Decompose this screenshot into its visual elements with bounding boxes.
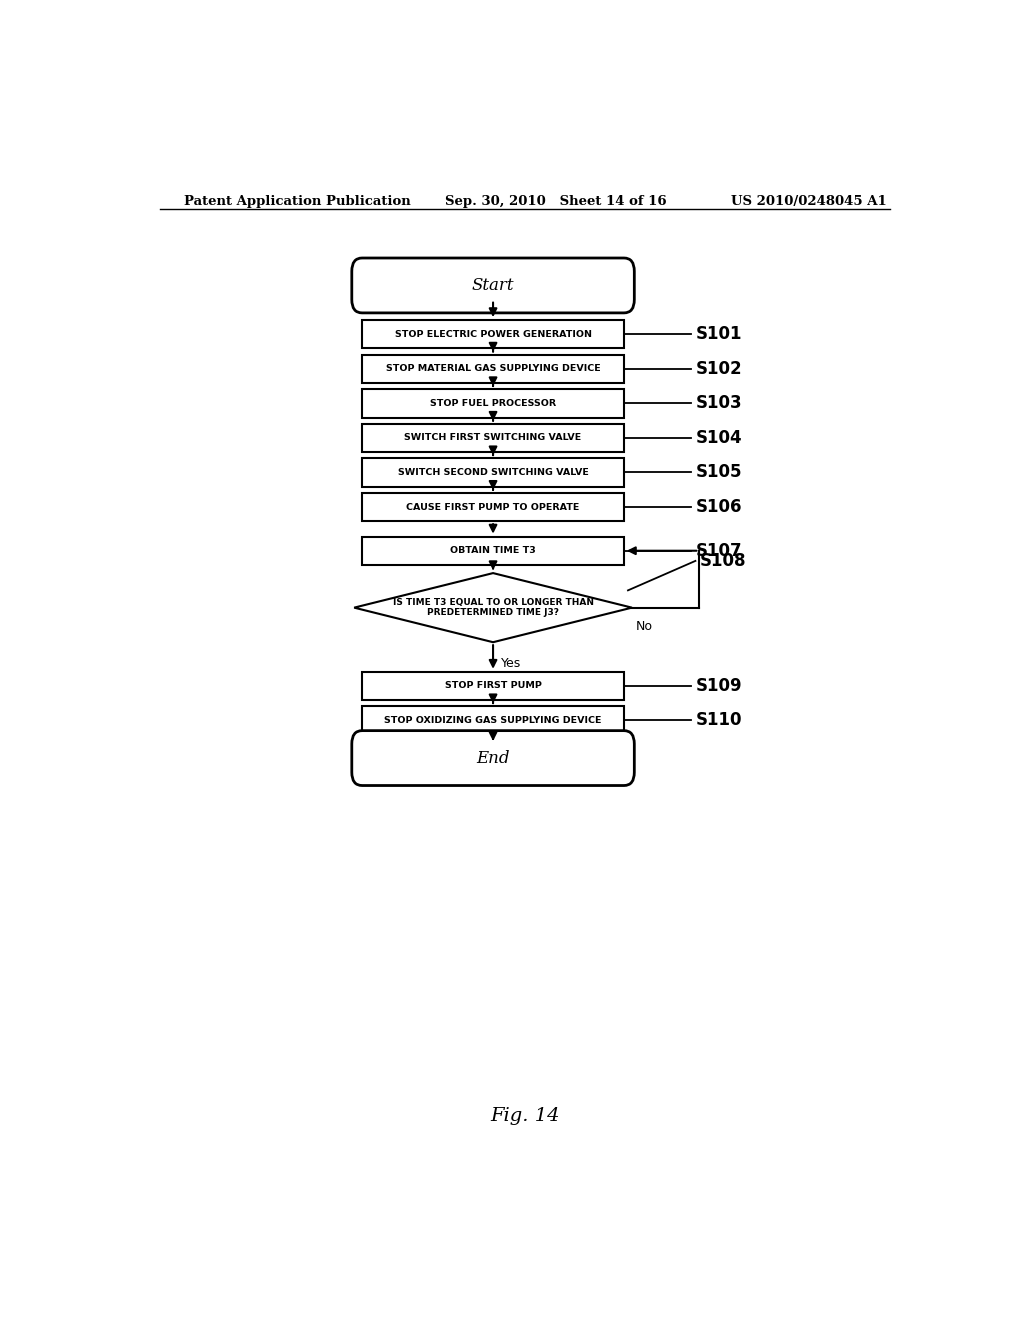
Text: OBTAIN TIME T3: OBTAIN TIME T3: [451, 546, 536, 556]
Text: S108: S108: [699, 552, 745, 570]
Text: Start: Start: [472, 277, 514, 294]
Text: End: End: [476, 750, 510, 767]
FancyBboxPatch shape: [362, 536, 624, 565]
Text: STOP OXIDIZING GAS SUPPLYING DEVICE: STOP OXIDIZING GAS SUPPLYING DEVICE: [384, 715, 602, 725]
FancyBboxPatch shape: [362, 355, 624, 383]
Text: US 2010/0248045 A1: US 2010/0248045 A1: [731, 194, 887, 207]
Text: S107: S107: [695, 541, 742, 560]
Text: Sep. 30, 2010   Sheet 14 of 16: Sep. 30, 2010 Sheet 14 of 16: [445, 194, 667, 207]
Text: S102: S102: [695, 360, 742, 378]
Polygon shape: [354, 573, 632, 643]
FancyBboxPatch shape: [362, 672, 624, 700]
Text: STOP MATERIAL GAS SUPPLYING DEVICE: STOP MATERIAL GAS SUPPLYING DEVICE: [386, 364, 600, 374]
Text: S101: S101: [695, 325, 742, 343]
Text: Patent Application Publication: Patent Application Publication: [183, 194, 411, 207]
FancyBboxPatch shape: [352, 731, 634, 785]
Text: CAUSE FIRST PUMP TO OPERATE: CAUSE FIRST PUMP TO OPERATE: [407, 503, 580, 512]
Text: STOP FUEL PROCESSOR: STOP FUEL PROCESSOR: [430, 399, 556, 408]
Text: STOP ELECTRIC POWER GENERATION: STOP ELECTRIC POWER GENERATION: [394, 330, 592, 339]
Text: S110: S110: [695, 711, 742, 730]
FancyBboxPatch shape: [362, 458, 624, 487]
Text: S109: S109: [695, 677, 742, 694]
Text: SWITCH SECOND SWITCHING VALVE: SWITCH SECOND SWITCHING VALVE: [397, 469, 589, 477]
Text: SWITCH FIRST SWITCHING VALVE: SWITCH FIRST SWITCHING VALVE: [404, 433, 582, 442]
FancyBboxPatch shape: [352, 257, 634, 313]
Text: Fig. 14: Fig. 14: [490, 1107, 559, 1125]
Text: S105: S105: [695, 463, 742, 482]
Text: S106: S106: [695, 498, 742, 516]
Text: No: No: [636, 620, 653, 632]
FancyBboxPatch shape: [362, 492, 624, 521]
Text: S103: S103: [695, 395, 742, 412]
Text: Yes: Yes: [501, 657, 521, 671]
Text: STOP FIRST PUMP: STOP FIRST PUMP: [444, 681, 542, 690]
Text: S104: S104: [695, 429, 742, 447]
FancyBboxPatch shape: [362, 706, 624, 735]
FancyBboxPatch shape: [362, 319, 624, 348]
FancyBboxPatch shape: [362, 424, 624, 453]
Text: IS TIME T3 EQUAL TO OR LONGER THAN
PREDETERMINED TIME J3?: IS TIME T3 EQUAL TO OR LONGER THAN PREDE…: [392, 598, 594, 618]
FancyBboxPatch shape: [362, 389, 624, 417]
